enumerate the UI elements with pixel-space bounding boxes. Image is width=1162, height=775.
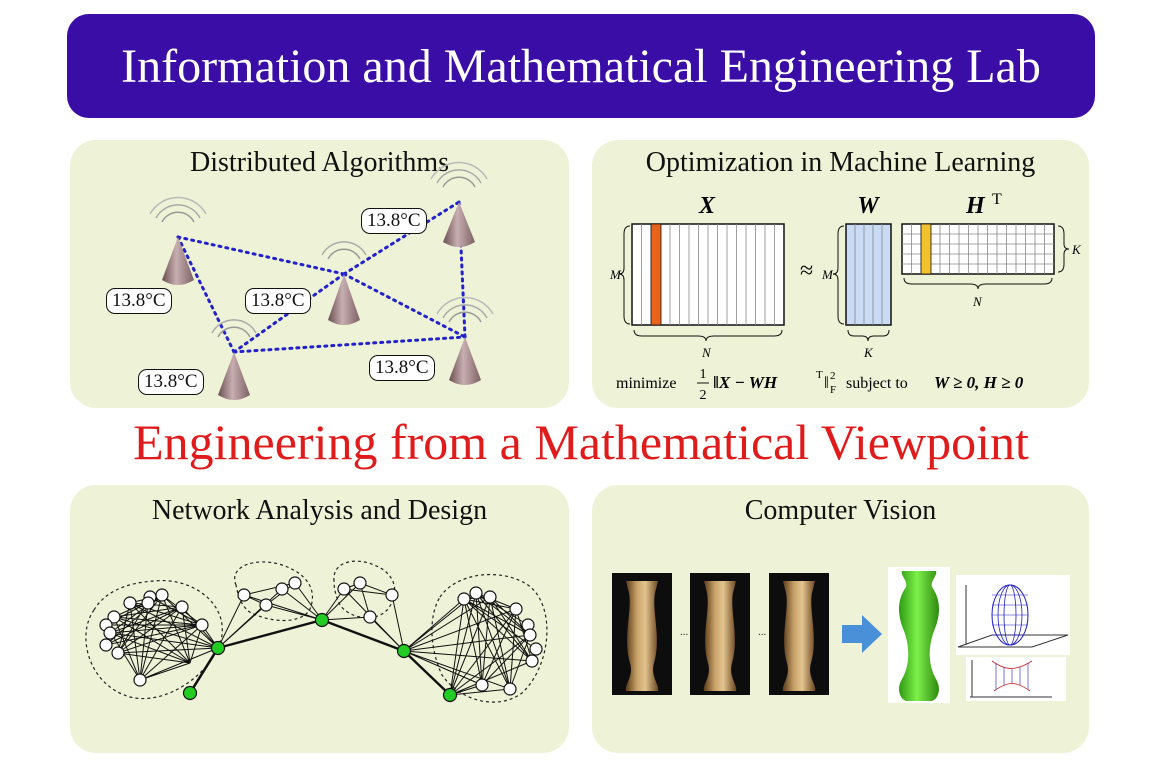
svg-text:subject to: subject to	[846, 375, 908, 392]
panel-title-distributed: Distributed Algorithms	[190, 147, 449, 178]
sensor-node-1	[149, 196, 207, 285]
svg-text:minimize: minimize	[616, 375, 676, 392]
svg-text:‖X − WH: ‖X − WH	[713, 373, 778, 392]
svg-text:K: K	[1071, 242, 1082, 257]
surface-plot-top	[956, 575, 1070, 655]
tagline: Engineering from a Mathematical Viewpoin…	[133, 414, 1029, 470]
vision-pipeline: ... ...	[612, 567, 1070, 703]
surface-plot-bottom	[966, 657, 1066, 701]
highlight-row-block	[920, 223, 932, 275]
graph-edges	[105, 582, 537, 696]
svg-text:M: M	[821, 267, 834, 282]
vase-photo-2	[690, 573, 750, 695]
arrow-icon	[842, 615, 882, 653]
temperature-label: 13.8°C	[369, 355, 435, 381]
matrix-w	[845, 223, 892, 326]
panel-distributed-algorithms: Distributed Algorithms	[70, 140, 569, 408]
svg-text:W ≥ 0, H ≥ 0: W ≥ 0, H ≥ 0	[934, 373, 1024, 392]
highlight-column	[650, 223, 662, 326]
svg-text:...: ...	[680, 626, 689, 638]
panel-title-vision: Computer Vision	[744, 495, 937, 526]
svg-text:N: N	[972, 294, 983, 309]
svg-text:‖: ‖	[824, 373, 829, 392]
temperature-label: 13.8°C	[245, 288, 311, 314]
vase-photo-1	[612, 573, 672, 695]
svg-text:...: ...	[758, 626, 767, 638]
svg-text:F: F	[830, 384, 836, 396]
svg-text:N: N	[701, 345, 712, 360]
temperature-label: 13.8°C	[361, 208, 427, 234]
svg-text:K: K	[863, 345, 874, 360]
svg-text:T: T	[816, 369, 823, 381]
temperature-label: 13.8°C	[106, 288, 172, 314]
sensor-node-5	[436, 296, 494, 385]
panel-optimization-ml: Optimization in Machine Learning X M N ≈…	[592, 140, 1089, 408]
sensor-node-2	[321, 241, 367, 325]
reconstructed-vase	[888, 567, 950, 703]
vase-photo-3	[769, 573, 829, 695]
panel-computer-vision: Computer Vision ... ...	[592, 485, 1089, 753]
graph-nodes	[99, 576, 543, 696]
svg-text:2: 2	[830, 370, 836, 382]
page-title: Information and Mathematical Engineering…	[121, 39, 1041, 93]
svg-text:1: 1	[700, 367, 707, 382]
sensor-node-4	[211, 319, 257, 400]
matrix-label-x: X	[698, 193, 716, 219]
optimization-formula: minimize 1 2 ‖X − WH T ‖ 2 F subject to …	[616, 367, 1024, 403]
nmf-diagram: X M N ≈ W M K H T	[609, 191, 1082, 403]
matrix-label-h: H	[965, 193, 986, 219]
svg-text:T: T	[992, 191, 1002, 208]
panel-title-network: Network Analysis and Design	[151, 495, 488, 526]
sensor-network-diagram	[149, 161, 494, 400]
svg-text:≈: ≈	[800, 258, 813, 284]
hub-nodes	[182, 612, 458, 703]
matrix-label-w: W	[857, 193, 880, 219]
backbone-edges	[188, 618, 451, 696]
header-banner: Information and Mathematical Engineering…	[67, 14, 1095, 118]
temperature-label: 13.8°C	[138, 369, 204, 395]
svg-text:M: M	[609, 267, 622, 282]
panel-network-analysis: Network Analysis and Design	[70, 485, 569, 753]
svg-text:2: 2	[700, 388, 707, 403]
panel-title-optimization: Optimization in Machine Learning	[645, 147, 1036, 178]
sensor-node-3	[430, 161, 488, 247]
network-graph	[85, 560, 548, 703]
